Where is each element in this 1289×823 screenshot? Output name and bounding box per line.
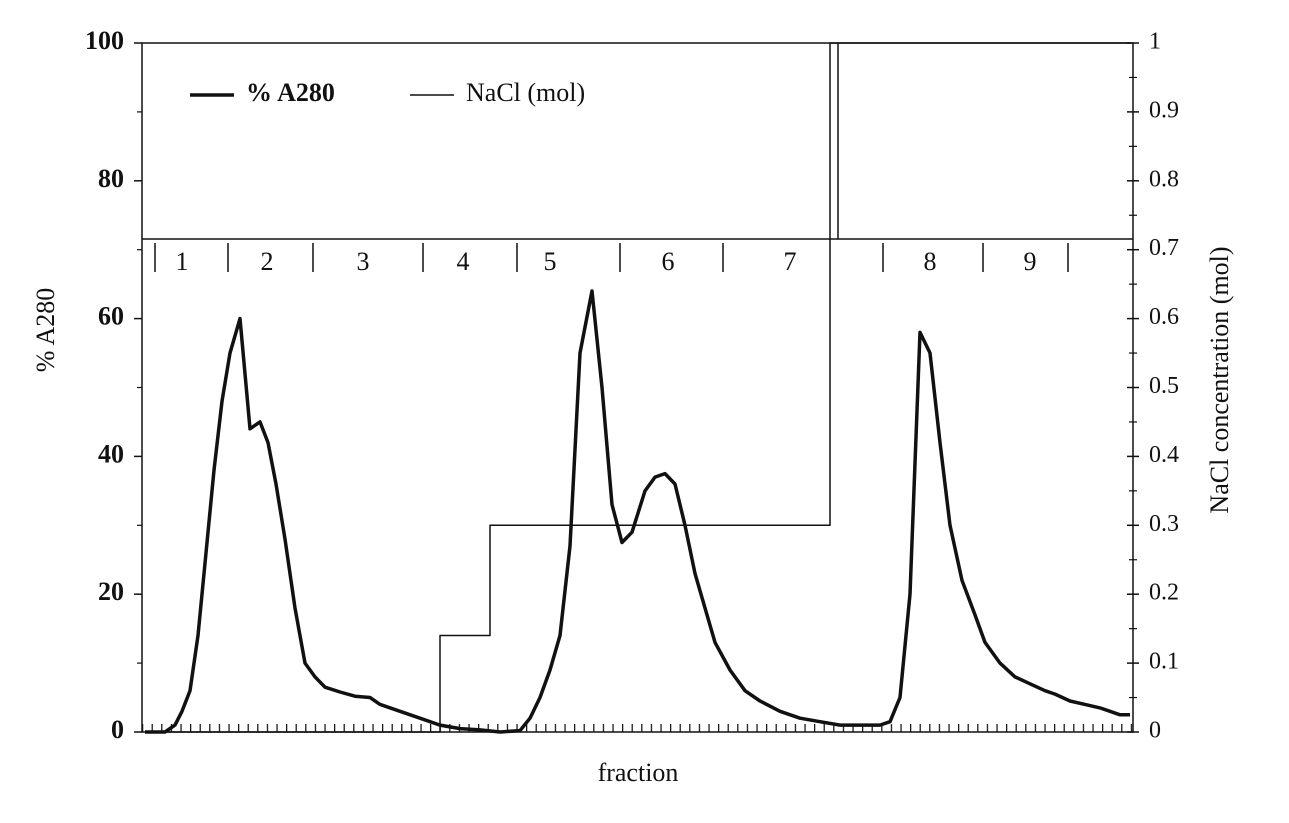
- y2-tick-label: 0.7: [1149, 235, 1179, 261]
- pool-label: 1: [176, 247, 189, 276]
- legend-label: NaCl (mol): [466, 78, 585, 107]
- y-tick-label: 80: [98, 164, 124, 193]
- y2-tick-label: 0: [1149, 718, 1161, 744]
- pool-label: 6: [662, 247, 675, 276]
- y-axis-label: % A280: [31, 288, 60, 373]
- y-tick-label: 60: [98, 302, 124, 331]
- y2-tick-label: 0.5: [1149, 373, 1179, 399]
- plot-frame: [141, 42, 1134, 733]
- series-line: [145, 289, 1130, 734]
- y2-tick-label: 0.9: [1149, 97, 1179, 123]
- x-axis-label: fraction: [598, 758, 679, 787]
- y2-tick-label: 0.1: [1149, 649, 1179, 675]
- pool-label: 5: [544, 247, 557, 276]
- pool-label: 9: [1024, 247, 1037, 276]
- pool-labels: 1 2 3 4 5 6 7 8 9: [154, 243, 1069, 276]
- pool-label: 4: [457, 247, 470, 276]
- pool-label: 2: [261, 247, 274, 276]
- pool-label: 3: [357, 247, 370, 276]
- legend-label: % A280: [246, 78, 335, 107]
- y-tick-label: 100: [85, 26, 124, 55]
- pool-label: 8: [924, 247, 937, 276]
- y-tick-label: 0: [111, 715, 124, 744]
- y2-tick-label: 0.2: [1149, 580, 1179, 606]
- y-tick-label: 20: [98, 577, 124, 606]
- series-line: [145, 42, 1131, 733]
- y2-tick-label: 0.6: [1149, 304, 1179, 330]
- pool-label: 7: [784, 247, 797, 276]
- y2-tick-label: 0.4: [1149, 442, 1179, 468]
- y2-axis-label: NaCl concentration (mol): [1205, 246, 1234, 513]
- y-tick-label: 40: [98, 439, 124, 468]
- y2-tick-label: 1: [1149, 29, 1161, 55]
- y2-tick-label: 0.8: [1149, 166, 1179, 192]
- y2-tick-label: 0.3: [1149, 511, 1179, 537]
